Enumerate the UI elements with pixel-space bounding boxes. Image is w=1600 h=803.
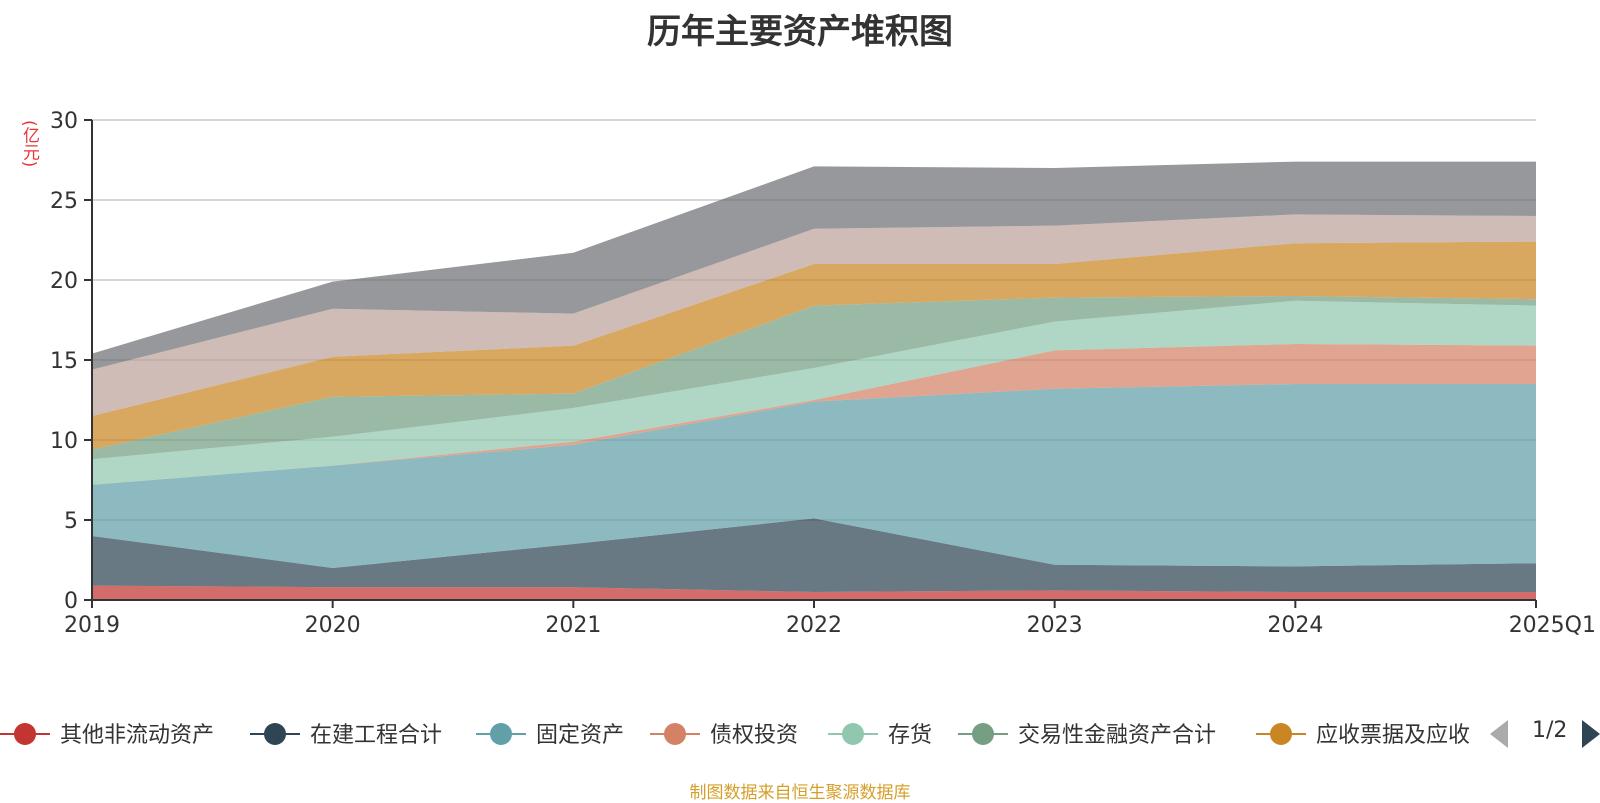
legend-page-indicator: 1/2 <box>1532 718 1568 743</box>
legend-label: 其他非流动资产 <box>60 723 214 748</box>
legend-marker-icon <box>490 723 512 745</box>
y-tick-label: 25 <box>50 189 78 214</box>
legend-label: 债权投资 <box>710 723 798 748</box>
data-source-note: 制图数据来自恒生聚源数据库 <box>689 783 911 803</box>
area-series-7 <box>92 241 1536 450</box>
x-tick-label: 2023 <box>1027 613 1083 638</box>
x-tick-label: 2024 <box>1267 613 1323 638</box>
y-axis-unit: (亿元) <box>19 120 39 168</box>
area-series-3 <box>92 384 1536 568</box>
legend-item[interactable]: 固定资产 <box>476 723 624 748</box>
legend-marker-icon <box>842 723 864 745</box>
legend-item[interactable]: 交易性金融资产合计 <box>958 723 1216 748</box>
legend-label: 在建工程合计 <box>310 723 442 748</box>
area-series <box>92 161 1536 600</box>
area-series-1 <box>92 585 1536 600</box>
legend-item[interactable]: 存货 <box>828 723 932 748</box>
legend-marker-icon <box>1270 723 1292 745</box>
legend-marker-icon <box>664 723 686 745</box>
y-tick-label: 20 <box>50 269 78 294</box>
axes: 0 5 10 15 20 25 30 2019 2020 2021 2022 2023 2024 2025… <box>50 109 1596 638</box>
triangle-left-icon[interactable] <box>1490 720 1508 748</box>
legend-pager <box>1490 720 1600 748</box>
y-tick-label: 15 <box>50 349 78 374</box>
area-series-9 <box>92 161 1536 370</box>
legend: 其他非流动资产 在建工程合计 固定资产 债权投资 存货 交易性金融资产合计 应收票据及应收 <box>0 723 1470 748</box>
legend-marker-icon <box>264 723 286 745</box>
area-series-4 <box>92 344 1536 485</box>
area-series-2 <box>92 518 1536 592</box>
area-series-6 <box>92 296 1536 460</box>
chart-title: 历年主要资产堆积图 <box>647 12 953 52</box>
legend-item[interactable]: 债权投资 <box>650 723 798 748</box>
legend-item[interactable]: 应收票据及应收 <box>1256 723 1470 748</box>
legend-marker-icon <box>972 723 994 745</box>
x-tick-label: 2020 <box>305 613 361 638</box>
legend-item[interactable]: 其他非流动资产 <box>0 723 214 748</box>
area-series-5 <box>92 300 1536 485</box>
legend-marker-icon <box>14 723 36 745</box>
y-tick-label: 30 <box>50 109 78 134</box>
legend-label: 应收票据及应收 <box>1316 723 1470 748</box>
area-series-8 <box>92 214 1536 416</box>
x-tick-label: 2022 <box>786 613 842 638</box>
y-tick-label: 5 <box>64 509 78 534</box>
legend-label: 交易性金融资产合计 <box>1018 723 1216 748</box>
legend-label: 固定资产 <box>536 723 624 748</box>
y-tick-label: 10 <box>50 429 78 454</box>
x-tick-label: 2021 <box>545 613 601 638</box>
triangle-right-icon[interactable] <box>1582 720 1600 748</box>
legend-item[interactable]: 在建工程合计 <box>250 723 442 748</box>
x-tick-label: 2019 <box>64 613 120 638</box>
legend-label: 存货 <box>888 723 932 748</box>
x-tick-label: 2025Q1 <box>1509 613 1596 638</box>
y-tick-label: 0 <box>64 589 78 614</box>
